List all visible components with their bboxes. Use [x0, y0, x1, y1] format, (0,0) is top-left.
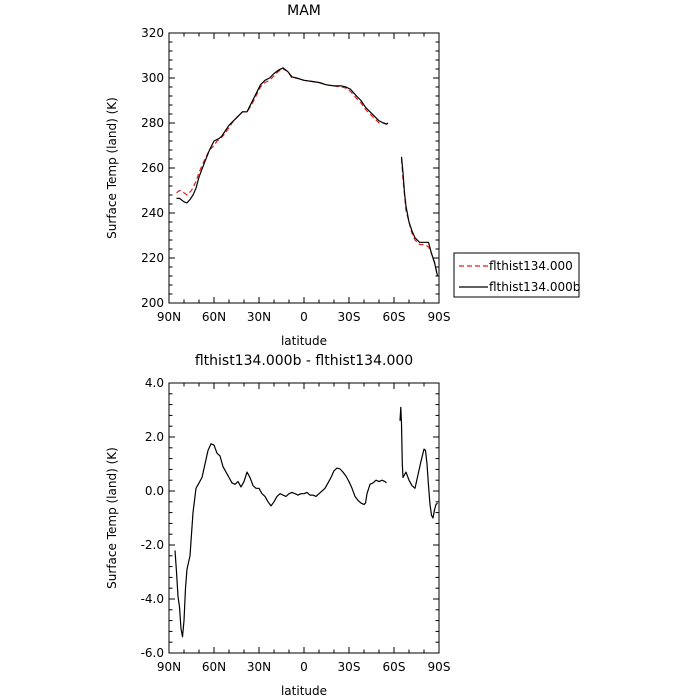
legend-label: flthist134.000	[489, 259, 573, 273]
bottom-panel: 90N 60N 30N 0 30S 60S 90S -6.0 -4.0 -2.0 0.0 2.0 4.0…	[105, 353, 450, 698]
x-tick-label: 0	[300, 310, 308, 324]
y-tick-label: 320	[141, 26, 164, 40]
plot-title: MAM	[287, 3, 321, 19]
series-line-b	[176, 67, 389, 204]
y-axis-title: Surface Temp (land) (K)	[105, 447, 119, 589]
y-tick-label: 2.0	[145, 430, 164, 444]
series-line-a	[174, 443, 387, 638]
x-axis-title: latitude	[281, 684, 327, 698]
y-tick-label: 4.0	[145, 376, 164, 390]
plot-title: flthist134.000b - flthist134.000	[195, 353, 413, 369]
x-tick-label: 60N	[202, 310, 226, 324]
y-tick-label: -2.0	[141, 538, 164, 552]
plot-frame	[168, 382, 440, 654]
x-tick-label: 90S	[428, 310, 451, 324]
y-tick-label: 200	[141, 296, 164, 310]
series-line-a	[400, 158, 439, 277]
x-tick-label: 30S	[338, 310, 361, 324]
legend-label: flthist134.000b	[489, 280, 580, 294]
y-tick-label: 240	[141, 206, 164, 220]
x-tick-label: 60S	[383, 660, 406, 674]
x-axis-title: latitude	[281, 334, 327, 348]
y-tick-label: 300	[141, 71, 164, 85]
x-tick-label: 90S	[428, 660, 451, 674]
x-tick-label: 0	[300, 660, 308, 674]
y-tick-label: 220	[141, 251, 164, 265]
legend-box	[453, 252, 580, 298]
x-tick-label: 30S	[338, 660, 361, 674]
top-panel: 90N 60N 30N 0 30S 60S 90S 200 220 240 260 280 300 320…	[105, 3, 580, 348]
series-line-a	[399, 406, 438, 519]
x-tick-label: 90N	[157, 310, 181, 324]
x-tick-label: 30N	[247, 660, 271, 674]
y-tick-label: 260	[141, 161, 164, 175]
y-tick-label: -4.0	[141, 592, 164, 606]
x-tick-label: 90N	[157, 660, 181, 674]
plot-frame	[168, 32, 440, 304]
x-tick-label: 30N	[247, 310, 271, 324]
y-tick-label: -6.0	[141, 646, 164, 660]
y-axis-title: Surface Temp (land) (K)	[105, 97, 119, 239]
y-tick-label: 280	[141, 116, 164, 130]
x-tick-label: 60S	[383, 310, 406, 324]
series-line-b	[400, 156, 439, 277]
x-tick-label: 60N	[202, 660, 226, 674]
y-tick-label: 0.0	[145, 484, 164, 498]
series-line-a	[176, 68, 389, 196]
